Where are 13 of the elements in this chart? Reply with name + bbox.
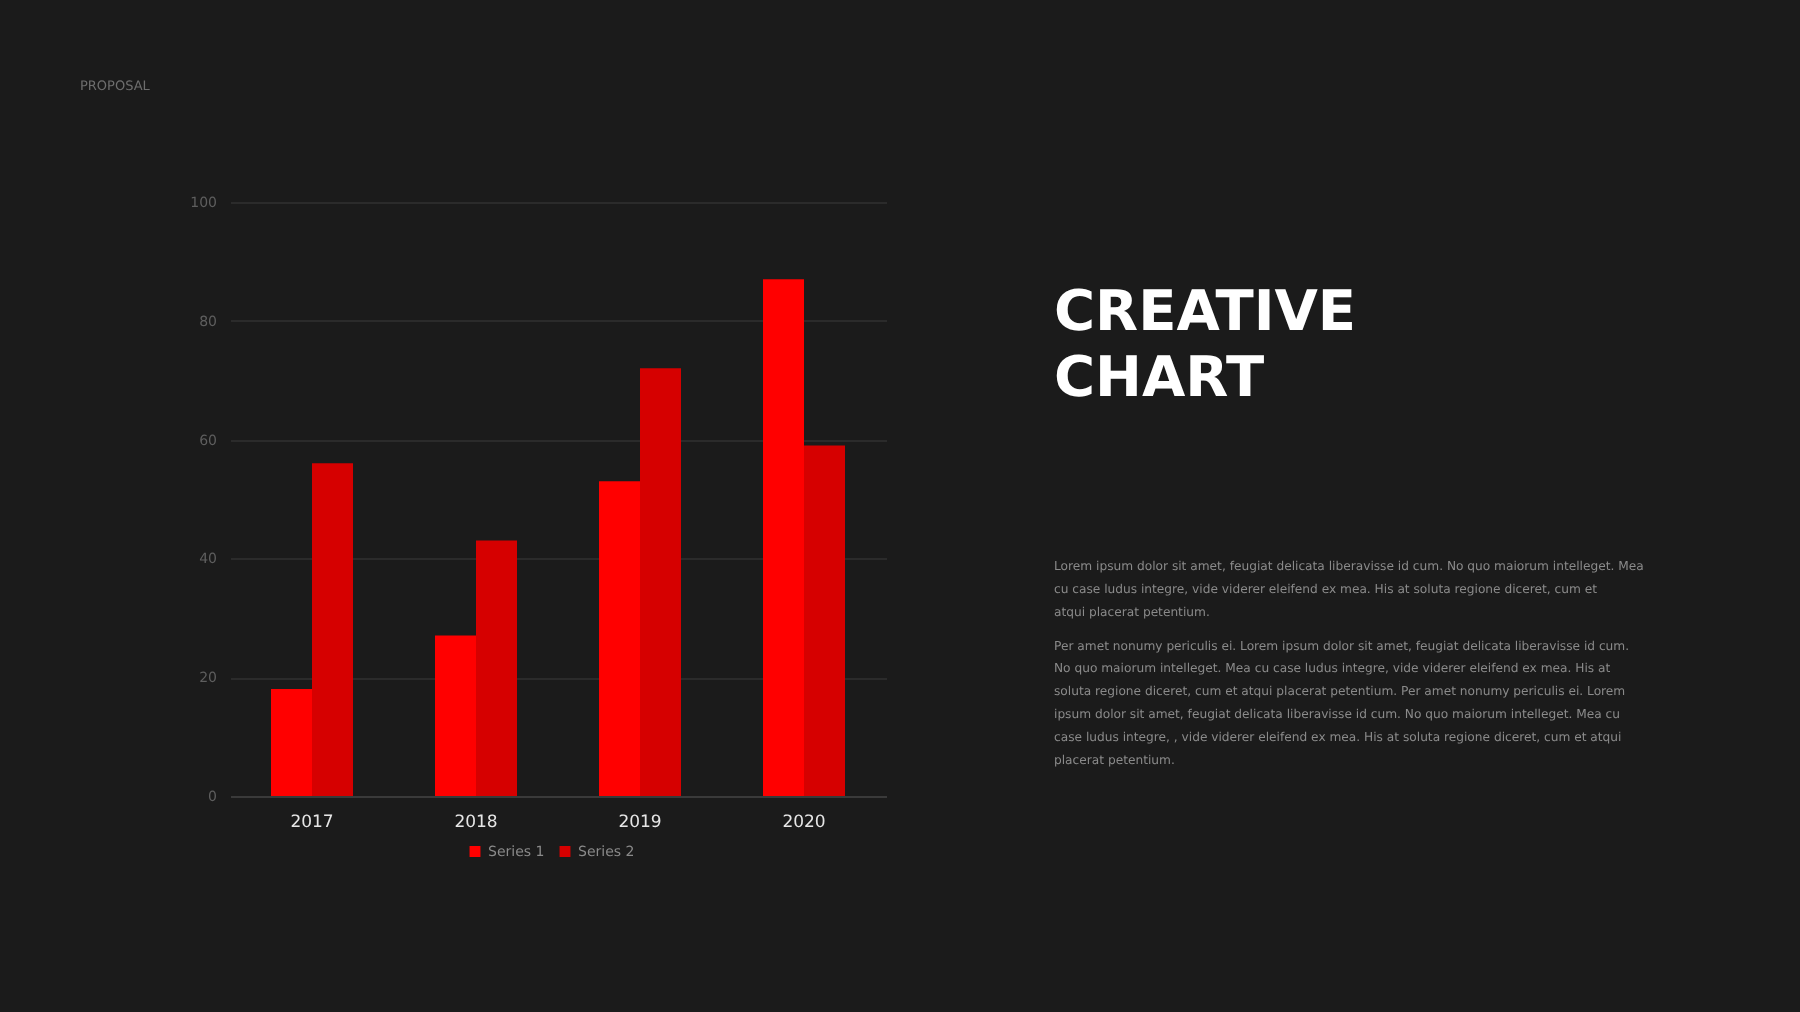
bar <box>312 463 353 796</box>
bar <box>435 635 476 796</box>
bar <box>640 368 681 796</box>
bar <box>271 689 312 796</box>
x-tick-label: 2020 <box>782 813 826 833</box>
x-tick-label: 2017 <box>290 813 334 833</box>
bar <box>476 540 517 796</box>
bar <box>763 279 804 796</box>
bar <box>804 445 845 796</box>
x-tick-label: 2019 <box>618 813 662 833</box>
bar <box>599 481 640 796</box>
x-tick-label: 2018 <box>454 813 498 833</box>
text: CREATIVE CHART <box>1054 278 1357 410</box>
